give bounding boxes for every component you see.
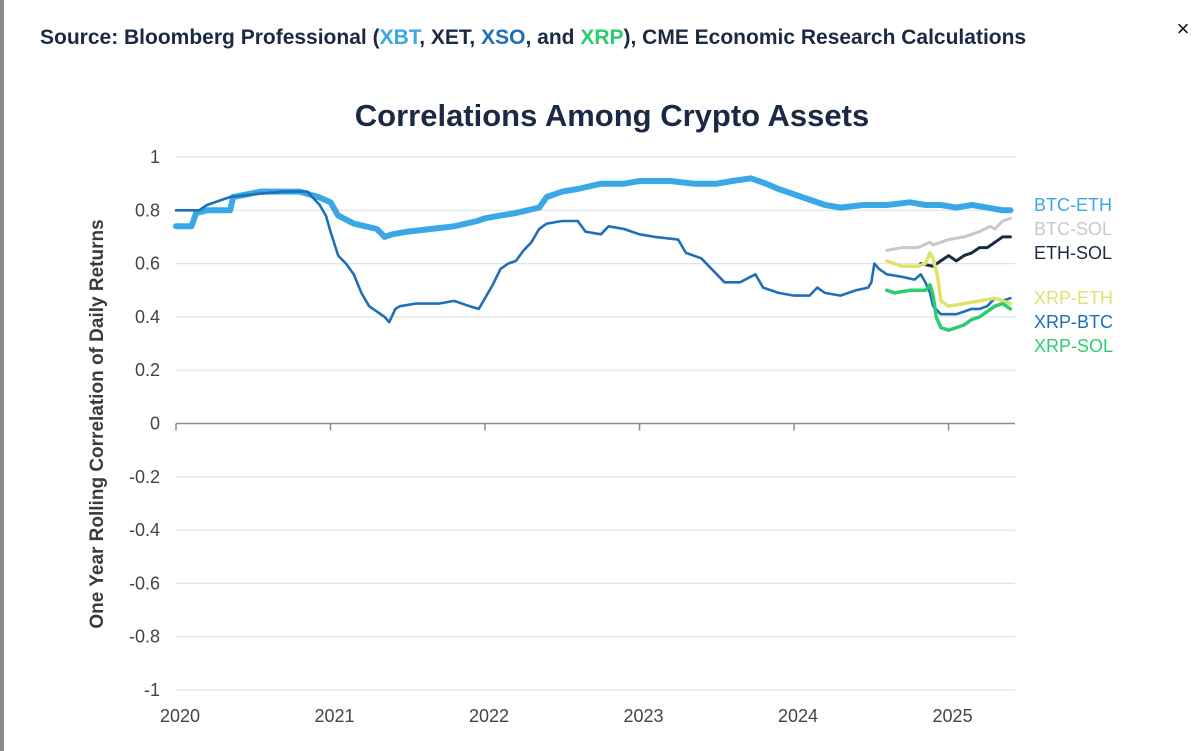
- legend-label-eth-sol: ETH-SOL: [1034, 243, 1112, 263]
- source-separator-2: , and: [525, 26, 581, 49]
- legend-label-btc-eth: BTC-ETH: [1034, 195, 1112, 215]
- source-prefix: Source: Bloomberg Professional (: [40, 26, 380, 49]
- source-ticker-xso: XSO: [481, 26, 526, 49]
- y-tick-label: -1: [144, 680, 160, 700]
- series-line-eth-sol: [919, 235, 1012, 268]
- legend-label-btc-sol: BTC-SOL: [1034, 219, 1112, 239]
- y-tick-label: -0.6: [129, 573, 160, 593]
- source-separator-1: , XET,: [419, 26, 482, 49]
- y-tick-label: 0.4: [135, 307, 160, 327]
- x-tick-label: 2022: [469, 706, 509, 726]
- y-tick-label: 1: [150, 147, 160, 167]
- close-button[interactable]: ×: [1176, 16, 1190, 41]
- legend: BTC-ETH BTC-SOL ETH-SOL XRP-ETH XRP-BTC XRP-S…: [1034, 195, 1113, 356]
- y-tick-label: -0.2: [129, 467, 160, 487]
- window-edge: [0, 0, 4, 751]
- y-tick-label: -0.4: [129, 520, 160, 540]
- y-tick-label: 0: [150, 414, 160, 434]
- x-tick-label: 2024: [778, 706, 818, 726]
- x-tick-label: 2021: [314, 706, 354, 726]
- legend-label-xrp-eth: XRP-ETH: [1034, 288, 1113, 308]
- x-tick-label: 2023: [624, 706, 664, 726]
- series-line-xrp-sol: [885, 283, 1013, 332]
- source-suffix: ), CME Economic Research Calculations: [623, 26, 1027, 49]
- series-line-btc-eth: [173, 175, 1014, 240]
- series-line-xrp-eth: [885, 251, 1013, 308]
- y-axis-label: One Year Rolling Correlation of Daily Re…: [87, 219, 108, 628]
- series-line-btc-sol: [885, 216, 1012, 252]
- x-tick-label: 2025: [933, 706, 973, 726]
- source-caption: Source: Bloomberg Professional (XBT, XET…: [40, 26, 1026, 50]
- chart-title: Correlations Among Crypto Assets: [355, 98, 869, 133]
- series-lines: [173, 175, 1014, 332]
- source-ticker-xbt: XBT: [379, 26, 420, 49]
- y-tick-label: -0.8: [129, 627, 160, 647]
- x-tick-label: 2020: [160, 706, 200, 726]
- legend-label-xrp-btc: XRP-BTC: [1034, 312, 1113, 332]
- legend-label-xrp-sol: XRP-SOL: [1034, 336, 1113, 356]
- y-tick-label: 0.2: [135, 360, 160, 380]
- y-tick-label: 0.6: [135, 254, 160, 274]
- series-line-xrp-btc: [174, 190, 1012, 324]
- y-tick-label: 0.8: [135, 200, 160, 220]
- source-ticker-xrp: XRP: [580, 26, 624, 49]
